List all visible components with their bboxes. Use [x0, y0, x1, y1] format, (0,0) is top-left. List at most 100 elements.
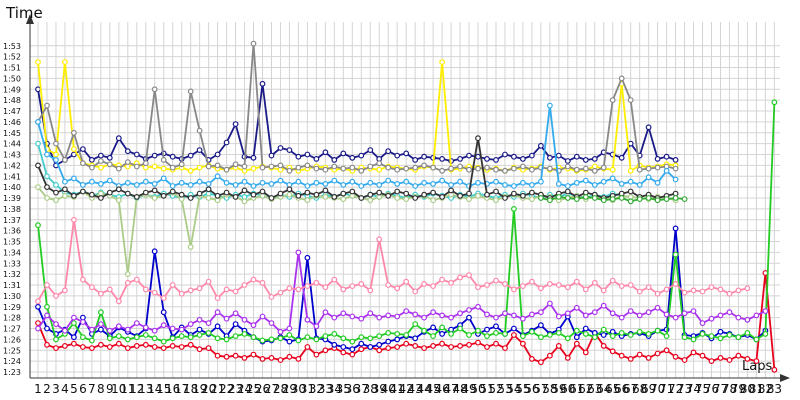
data-point	[412, 195, 419, 201]
x-tick-label: 11	[120, 382, 135, 396]
data-point	[654, 197, 661, 204]
data-point	[133, 193, 140, 200]
data-point	[205, 330, 212, 336]
data-point	[349, 178, 356, 185]
data-point	[475, 303, 481, 310]
data-point	[457, 310, 464, 317]
x-tick-label: 66	[614, 382, 629, 396]
data-point	[124, 345, 131, 352]
data-point	[223, 189, 230, 196]
data-point	[331, 276, 338, 283]
data-point	[70, 146, 77, 153]
x-tick-label: 83	[767, 382, 782, 396]
data-point	[511, 325, 517, 332]
data-point	[322, 180, 329, 187]
data-point	[600, 178, 607, 185]
data-point	[358, 340, 365, 347]
data-point	[295, 286, 302, 293]
data-point	[564, 158, 571, 164]
data-point	[609, 166, 616, 173]
data-point	[106, 189, 113, 196]
data-point	[762, 308, 769, 315]
data-point	[97, 309, 104, 316]
data-point	[555, 152, 562, 159]
data-point	[717, 286, 724, 293]
y-tick-label: 1:49	[3, 85, 21, 94]
data-point	[367, 287, 374, 294]
data-point	[187, 334, 194, 341]
data-point	[286, 147, 293, 154]
x-tick-label: 42	[399, 382, 414, 396]
data-point	[178, 161, 185, 168]
data-point	[349, 351, 356, 358]
data-point	[286, 285, 293, 292]
data-point	[439, 324, 446, 331]
data-point	[151, 344, 158, 350]
data-point	[430, 189, 437, 196]
data-point	[187, 88, 194, 95]
data-point	[295, 178, 302, 185]
data-point	[259, 164, 266, 171]
data-point	[286, 191, 293, 198]
data-point	[582, 193, 589, 200]
data-point	[277, 357, 284, 363]
data-point	[304, 316, 311, 323]
x-tick-label: 26	[255, 382, 270, 396]
data-point	[591, 181, 598, 188]
data-point	[367, 147, 374, 154]
data-point	[340, 190, 347, 197]
data-point	[627, 188, 634, 195]
data-point	[600, 287, 607, 294]
data-point	[358, 152, 365, 159]
x-tick-label: 80	[740, 382, 755, 396]
data-point	[241, 355, 248, 361]
data-point	[169, 343, 176, 349]
x-tick-label: 64	[596, 382, 611, 396]
data-point	[79, 319, 86, 325]
y-tick-label: 1:30	[3, 292, 21, 301]
data-point	[313, 165, 320, 172]
data-point	[573, 166, 580, 173]
data-point	[448, 331, 455, 337]
data-point	[681, 196, 688, 203]
data-point	[160, 338, 167, 345]
data-point	[421, 179, 428, 186]
data-point	[520, 179, 526, 186]
data-point	[115, 165, 122, 172]
x-tick-label: 24	[237, 382, 252, 396]
data-point	[753, 336, 760, 343]
data-point	[322, 187, 329, 194]
y-tick-label: 1:25	[3, 346, 21, 355]
data-point	[295, 192, 302, 199]
data-point	[654, 164, 661, 171]
data-point	[708, 358, 715, 365]
data-point	[70, 129, 77, 136]
series-6	[35, 80, 679, 169]
data-point	[277, 145, 284, 151]
data-point	[232, 333, 239, 340]
data-point	[124, 279, 131, 286]
data-point	[44, 312, 50, 319]
data-point	[331, 156, 338, 163]
x-tick-label: 22	[219, 382, 234, 396]
data-point	[241, 187, 248, 194]
data-point	[520, 163, 526, 170]
data-point	[690, 349, 697, 356]
data-point	[340, 349, 347, 356]
data-point	[62, 178, 68, 185]
x-tick-label: 14	[147, 382, 162, 396]
data-point	[277, 162, 284, 169]
data-point	[538, 285, 544, 292]
data-point	[187, 195, 194, 201]
data-point	[618, 314, 625, 321]
data-point	[412, 311, 419, 318]
data-point	[582, 177, 589, 184]
data-point	[385, 312, 392, 319]
data-point	[340, 165, 347, 172]
data-point	[304, 283, 311, 290]
data-point	[151, 327, 158, 334]
x-tick-label: 3	[52, 382, 60, 396]
data-point	[358, 334, 365, 341]
data-point	[636, 312, 643, 319]
data-point	[645, 165, 652, 172]
